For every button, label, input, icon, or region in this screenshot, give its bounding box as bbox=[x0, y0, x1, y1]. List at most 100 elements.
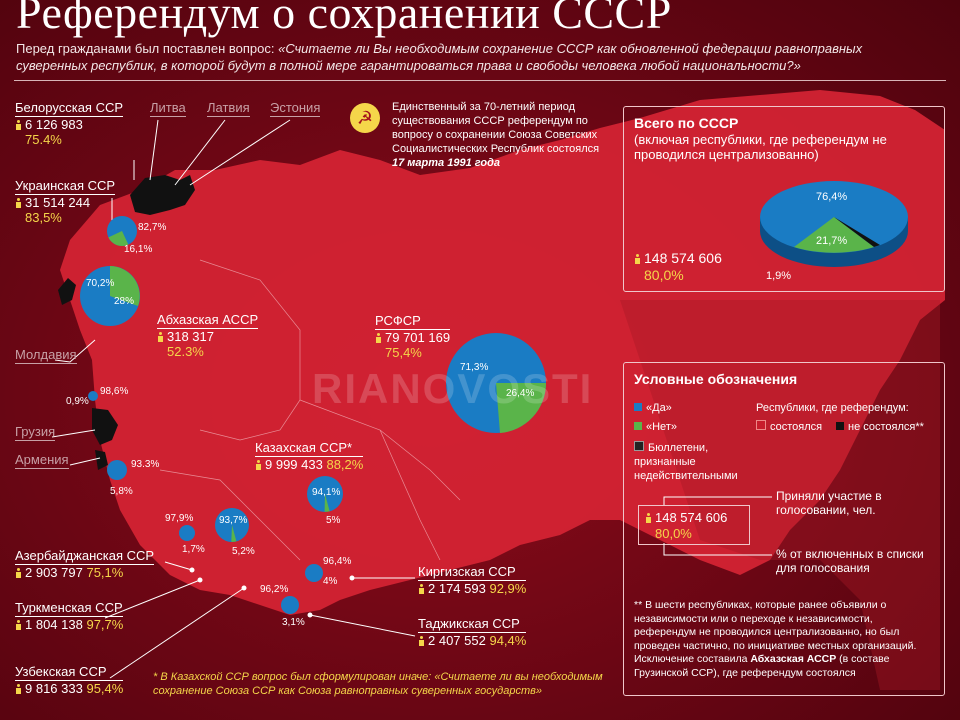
abkhazia-turnout: 52.3% bbox=[167, 344, 204, 359]
turkmen-turnout: 97,7% bbox=[86, 617, 124, 632]
abkhazia-yes: 98,6% bbox=[100, 386, 129, 397]
intro-date: 17 марта 1991 года bbox=[392, 157, 500, 169]
voter-icon bbox=[634, 254, 641, 264]
voter-icon bbox=[15, 568, 22, 578]
voter-icon bbox=[375, 333, 382, 343]
voter-icon bbox=[418, 584, 425, 594]
kazakh-footnote: * В Казахской ССР вопрос был сформулиров… bbox=[153, 671, 603, 697]
belarus-info: Белорусская ССР 6 126 983 75.4% bbox=[15, 100, 124, 147]
question-text: «Считаете ли Вы необходимым сохранение С… bbox=[16, 41, 863, 73]
kyrgyz-name: Киргизская ССР bbox=[418, 564, 527, 581]
rsfsr-yes: 71,3% bbox=[460, 362, 489, 373]
label-georgia: Грузия bbox=[15, 424, 56, 441]
legend-republics-label: Республики, где референдум: bbox=[756, 402, 909, 414]
tajik-name: Таджикская ССР bbox=[418, 616, 527, 633]
abkhazia-voters: 318 317 bbox=[167, 329, 214, 344]
label-latvia: Латвия bbox=[207, 100, 250, 117]
legend-connectors bbox=[663, 496, 772, 556]
legend-invalid: Бюллетени, признанные недействительными bbox=[634, 442, 738, 482]
tajik-info: Таджикская ССР 2 407 552 94,4% bbox=[418, 616, 527, 648]
legend-sample-turnout: 80,0% bbox=[655, 526, 692, 541]
tajik-yes: 96,2% bbox=[260, 584, 289, 595]
belarus-voters: 6 126 983 bbox=[25, 117, 83, 132]
legend-yes: «Да» bbox=[646, 402, 672, 414]
question-prefix: Перед гражданами был поставлен вопрос: bbox=[16, 41, 275, 56]
ukraine-voters: 31 514 244 bbox=[25, 195, 91, 210]
legend-voters-desc: Приняли участие в голосовании, чел. bbox=[776, 489, 882, 517]
footnote-bold: Абхазская АССР bbox=[750, 653, 837, 665]
legend-footnote: ** В шести республиках, которые ранее об… bbox=[634, 599, 934, 680]
azerbaijan-turnout: 75,1% bbox=[86, 565, 124, 580]
label-estonia: Эстония bbox=[270, 100, 321, 117]
kazakh-turnout: 88,2% bbox=[326, 457, 364, 472]
invalid-swatch bbox=[634, 441, 644, 451]
intro-text: Единственный за 70-летний период существ… bbox=[392, 100, 602, 170]
legend-panel: Условные обозначения «Да» «Нет» Бюллетен… bbox=[623, 362, 945, 696]
belarus-yes: 82,7% bbox=[138, 222, 167, 233]
azerbaijan-yes: 93.3% bbox=[131, 459, 160, 470]
watermark: RIANOVOSTI bbox=[312, 365, 594, 412]
ukraine-turnout: 83,5% bbox=[25, 210, 62, 225]
total-turnout: 80,0% bbox=[644, 267, 684, 283]
kazakh-yes: 94,1% bbox=[312, 487, 341, 498]
kyrgyz-info: Киргизская ССР 2 174 593 92,9% bbox=[418, 564, 527, 596]
held-swatch bbox=[756, 420, 766, 430]
voter-icon bbox=[255, 460, 262, 470]
total-yes: 76,4% bbox=[816, 191, 848, 203]
total-no: 21,7% bbox=[816, 235, 848, 247]
turkmen-yes: 97,9% bbox=[165, 513, 194, 524]
ukraine-name: Украинская ССР bbox=[15, 178, 116, 195]
kazakh-no: 5% bbox=[326, 515, 341, 526]
total-panel: Всего по СССР (включая республики, где р… bbox=[623, 106, 945, 292]
total-subtitle: (включая республики, где референдум не п… bbox=[634, 132, 887, 162]
footnote-end: (в составе Грузинской ССР), где референд… bbox=[634, 653, 890, 679]
kazakh-info: Казахская ССР* 9 999 433 88,2% bbox=[255, 440, 364, 472]
armenia-region bbox=[95, 450, 108, 470]
footnote-text: ** В шести республиках, которые ранее об… bbox=[634, 599, 917, 665]
tajik-no: 3,1% bbox=[282, 617, 305, 628]
ukraine-info: Украинская ССР 31 514 244 83,5% bbox=[15, 178, 116, 225]
kazakh-voters: 9 999 433 bbox=[265, 457, 323, 472]
baltic-region bbox=[130, 175, 195, 215]
legend-title: Условные обозначения bbox=[634, 371, 798, 387]
turkmen-info: Туркменская ССР 1 804 138 97,7% bbox=[15, 600, 124, 632]
voter-icon bbox=[645, 513, 652, 523]
ukraine-yes: 70,2% bbox=[86, 278, 115, 289]
belarus-no: 16,1% bbox=[124, 244, 153, 255]
uzbek-yes: 93,7% bbox=[219, 515, 248, 526]
page-title: Референдум о сохранении СССР bbox=[16, 0, 672, 38]
voter-icon bbox=[15, 120, 22, 130]
turkmen-no: 1,7% bbox=[182, 544, 205, 555]
total-pie bbox=[760, 181, 908, 267]
uzbek-turnout: 95,4% bbox=[86, 681, 124, 696]
divider bbox=[14, 80, 946, 81]
legend-sample-voters: 148 574 606 bbox=[655, 510, 728, 525]
belarus-turnout: 75.4% bbox=[25, 132, 62, 147]
azerbaijan-name: Азербайджанская ССР bbox=[15, 548, 155, 565]
ukraine-no: 28% bbox=[114, 296, 135, 307]
tajik-turnout: 94,4% bbox=[489, 633, 527, 648]
total-invalid: 1,9% bbox=[766, 270, 792, 282]
no-swatch bbox=[634, 422, 642, 430]
intro-body: Единственный за 70-летний период существ… bbox=[392, 101, 600, 155]
turkmen-voters: 1 804 138 bbox=[25, 617, 83, 632]
total-voters: 148 574 606 bbox=[644, 250, 722, 266]
uzbek-name: Узбекская ССР bbox=[15, 664, 124, 681]
georgia-region bbox=[92, 408, 118, 445]
legend-no: «Нет» bbox=[646, 421, 677, 433]
legend-sample-box: 148 574 606 80,0% bbox=[638, 505, 750, 545]
legend-turnout-desc: % от включенных в списки для голосования bbox=[776, 547, 924, 575]
yes-swatch bbox=[634, 403, 642, 411]
label-moldova: Молдавия bbox=[15, 347, 77, 364]
abkhazia-name: Абхазская АССР bbox=[157, 312, 259, 329]
kazakh-name: Казахская ССР* bbox=[255, 440, 364, 457]
voter-icon bbox=[15, 684, 22, 694]
hammer-sickle-icon: ☭ bbox=[350, 103, 380, 133]
rsfsr-info: РСФСР 79 701 169 75,4% bbox=[375, 313, 451, 360]
uzbek-info: Узбекская ССР 9 816 333 95,4% bbox=[15, 664, 124, 696]
referendum-question: Перед гражданами был поставлен вопрос: «… bbox=[16, 40, 916, 74]
voter-icon bbox=[15, 198, 22, 208]
tajik-voters: 2 407 552 bbox=[428, 633, 486, 648]
label-lithuania: Литва bbox=[150, 100, 186, 117]
rsfsr-name: РСФСР bbox=[375, 313, 451, 330]
